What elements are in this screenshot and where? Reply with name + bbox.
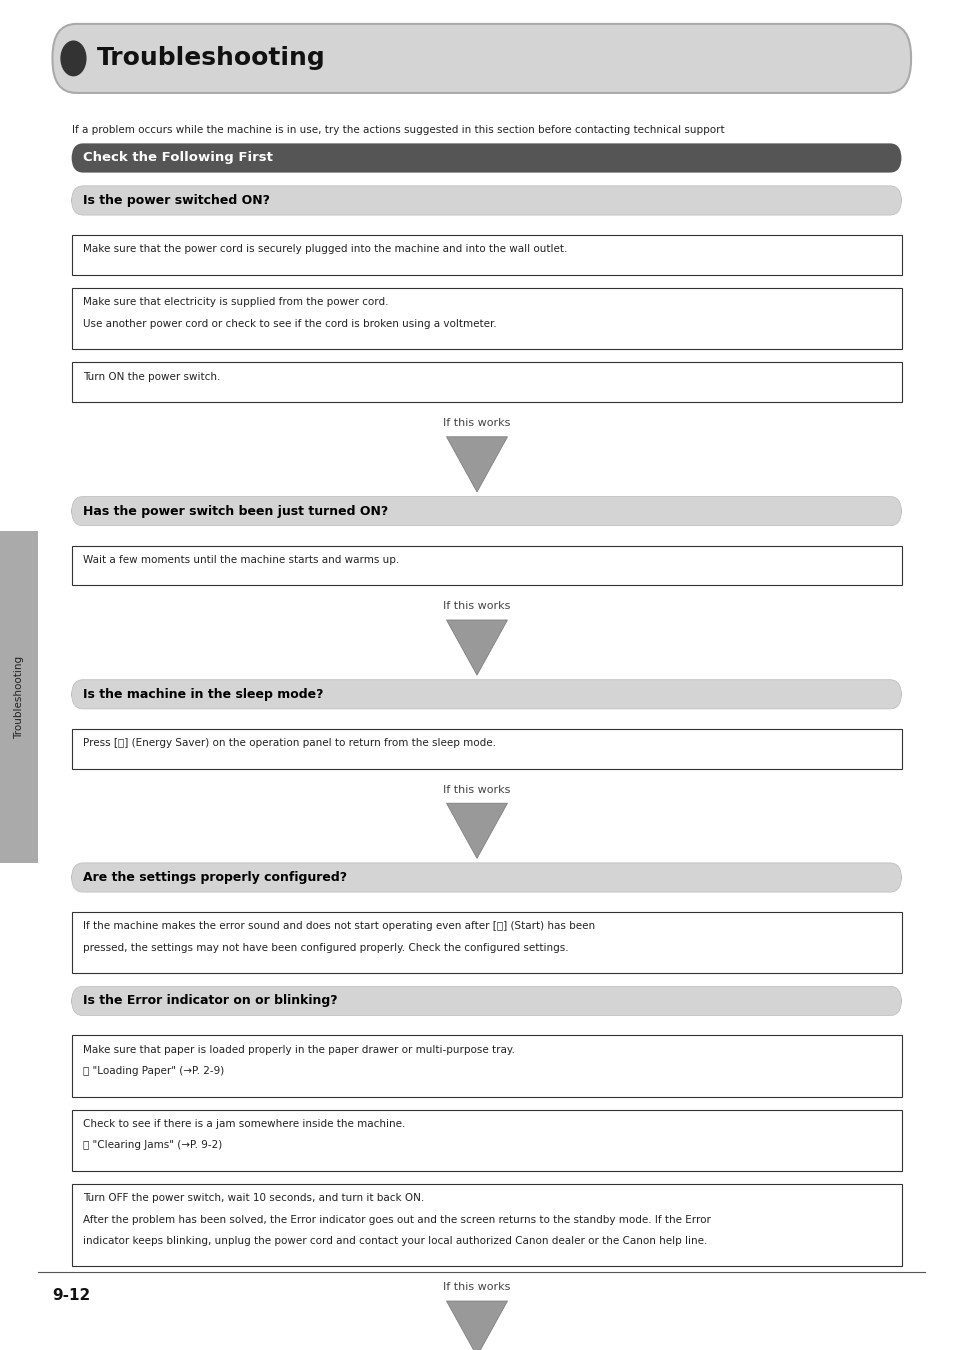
FancyBboxPatch shape: [71, 362, 901, 402]
FancyBboxPatch shape: [71, 497, 901, 525]
FancyBboxPatch shape: [71, 1184, 901, 1266]
Text: Check to see if there is a jam somewhere inside the machine.: Check to see if there is a jam somewhere…: [83, 1119, 405, 1129]
Text: Wait a few moments until the machine starts and warms up.: Wait a few moments until the machine sta…: [83, 555, 398, 564]
Text: Troubleshooting: Troubleshooting: [14, 655, 24, 738]
Text: Press [ⓦ] (Energy Saver) on the operation panel to return from the sleep mode.: Press [ⓦ] (Energy Saver) on the operatio…: [83, 738, 496, 748]
FancyBboxPatch shape: [71, 1035, 901, 1096]
Text: Has the power switch been just turned ON?: Has the power switch been just turned ON…: [83, 505, 388, 517]
Text: Is the power switched ON?: Is the power switched ON?: [83, 194, 270, 207]
Text: If this works: If this works: [443, 1282, 510, 1292]
Polygon shape: [446, 1301, 507, 1350]
FancyBboxPatch shape: [71, 143, 901, 173]
Text: Troubleshooting: Troubleshooting: [97, 46, 326, 70]
FancyBboxPatch shape: [71, 235, 901, 275]
FancyBboxPatch shape: [71, 1110, 901, 1170]
Text: Make sure that electricity is supplied from the power cord.: Make sure that electricity is supplied f…: [83, 297, 388, 308]
Text: If a problem occurs while the machine is in use, try the actions suggested in th: If a problem occurs while the machine is…: [71, 124, 723, 135]
Text: ⎘ "Loading Paper" (→P. 2-9): ⎘ "Loading Paper" (→P. 2-9): [83, 1066, 224, 1076]
FancyBboxPatch shape: [71, 679, 901, 709]
Text: After the problem has been solved, the Error indicator goes out and the screen r: After the problem has been solved, the E…: [83, 1215, 710, 1224]
Polygon shape: [446, 620, 507, 675]
FancyBboxPatch shape: [71, 729, 901, 768]
Polygon shape: [446, 803, 507, 859]
FancyBboxPatch shape: [71, 288, 901, 350]
Text: Is the machine in the sleep mode?: Is the machine in the sleep mode?: [83, 687, 323, 701]
Text: pressed, the settings may not have been configured properly. Check the configure: pressed, the settings may not have been …: [83, 942, 568, 953]
FancyBboxPatch shape: [71, 863, 901, 892]
FancyBboxPatch shape: [52, 24, 910, 93]
Text: If this works: If this works: [443, 784, 510, 795]
FancyBboxPatch shape: [0, 531, 38, 863]
Text: Make sure that paper is loaded properly in the paper drawer or multi-purpose tra: Make sure that paper is loaded properly …: [83, 1045, 515, 1054]
Text: Check the Following First: Check the Following First: [83, 151, 273, 165]
FancyBboxPatch shape: [71, 545, 901, 586]
Text: ⎘ "Clearing Jams" (→P. 9-2): ⎘ "Clearing Jams" (→P. 9-2): [83, 1141, 222, 1150]
Text: 9-12: 9-12: [52, 1288, 91, 1303]
Circle shape: [61, 40, 86, 76]
Text: Turn OFF the power switch, wait 10 seconds, and turn it back ON.: Turn OFF the power switch, wait 10 secon…: [83, 1193, 424, 1203]
FancyBboxPatch shape: [71, 987, 901, 1015]
Text: If this works: If this works: [443, 601, 510, 612]
Text: Turn ON the power switch.: Turn ON the power switch.: [83, 371, 220, 382]
Text: If this works: If this works: [443, 418, 510, 428]
Text: If the machine makes the error sound and does not start operating even after [ⓦ]: If the machine makes the error sound and…: [83, 921, 595, 931]
Text: Are the settings properly configured?: Are the settings properly configured?: [83, 871, 347, 884]
Text: Make sure that the power cord is securely plugged into the machine and into the : Make sure that the power cord is securel…: [83, 244, 567, 254]
Text: Is the Error indicator on or blinking?: Is the Error indicator on or blinking?: [83, 995, 337, 1007]
FancyBboxPatch shape: [71, 913, 901, 973]
Polygon shape: [446, 437, 507, 491]
FancyBboxPatch shape: [71, 186, 901, 215]
Text: indicator keeps blinking, unplug the power cord and contact your local authorize: indicator keeps blinking, unplug the pow…: [83, 1237, 706, 1246]
Text: Use another power cord or check to see if the cord is broken using a voltmeter.: Use another power cord or check to see i…: [83, 319, 497, 328]
